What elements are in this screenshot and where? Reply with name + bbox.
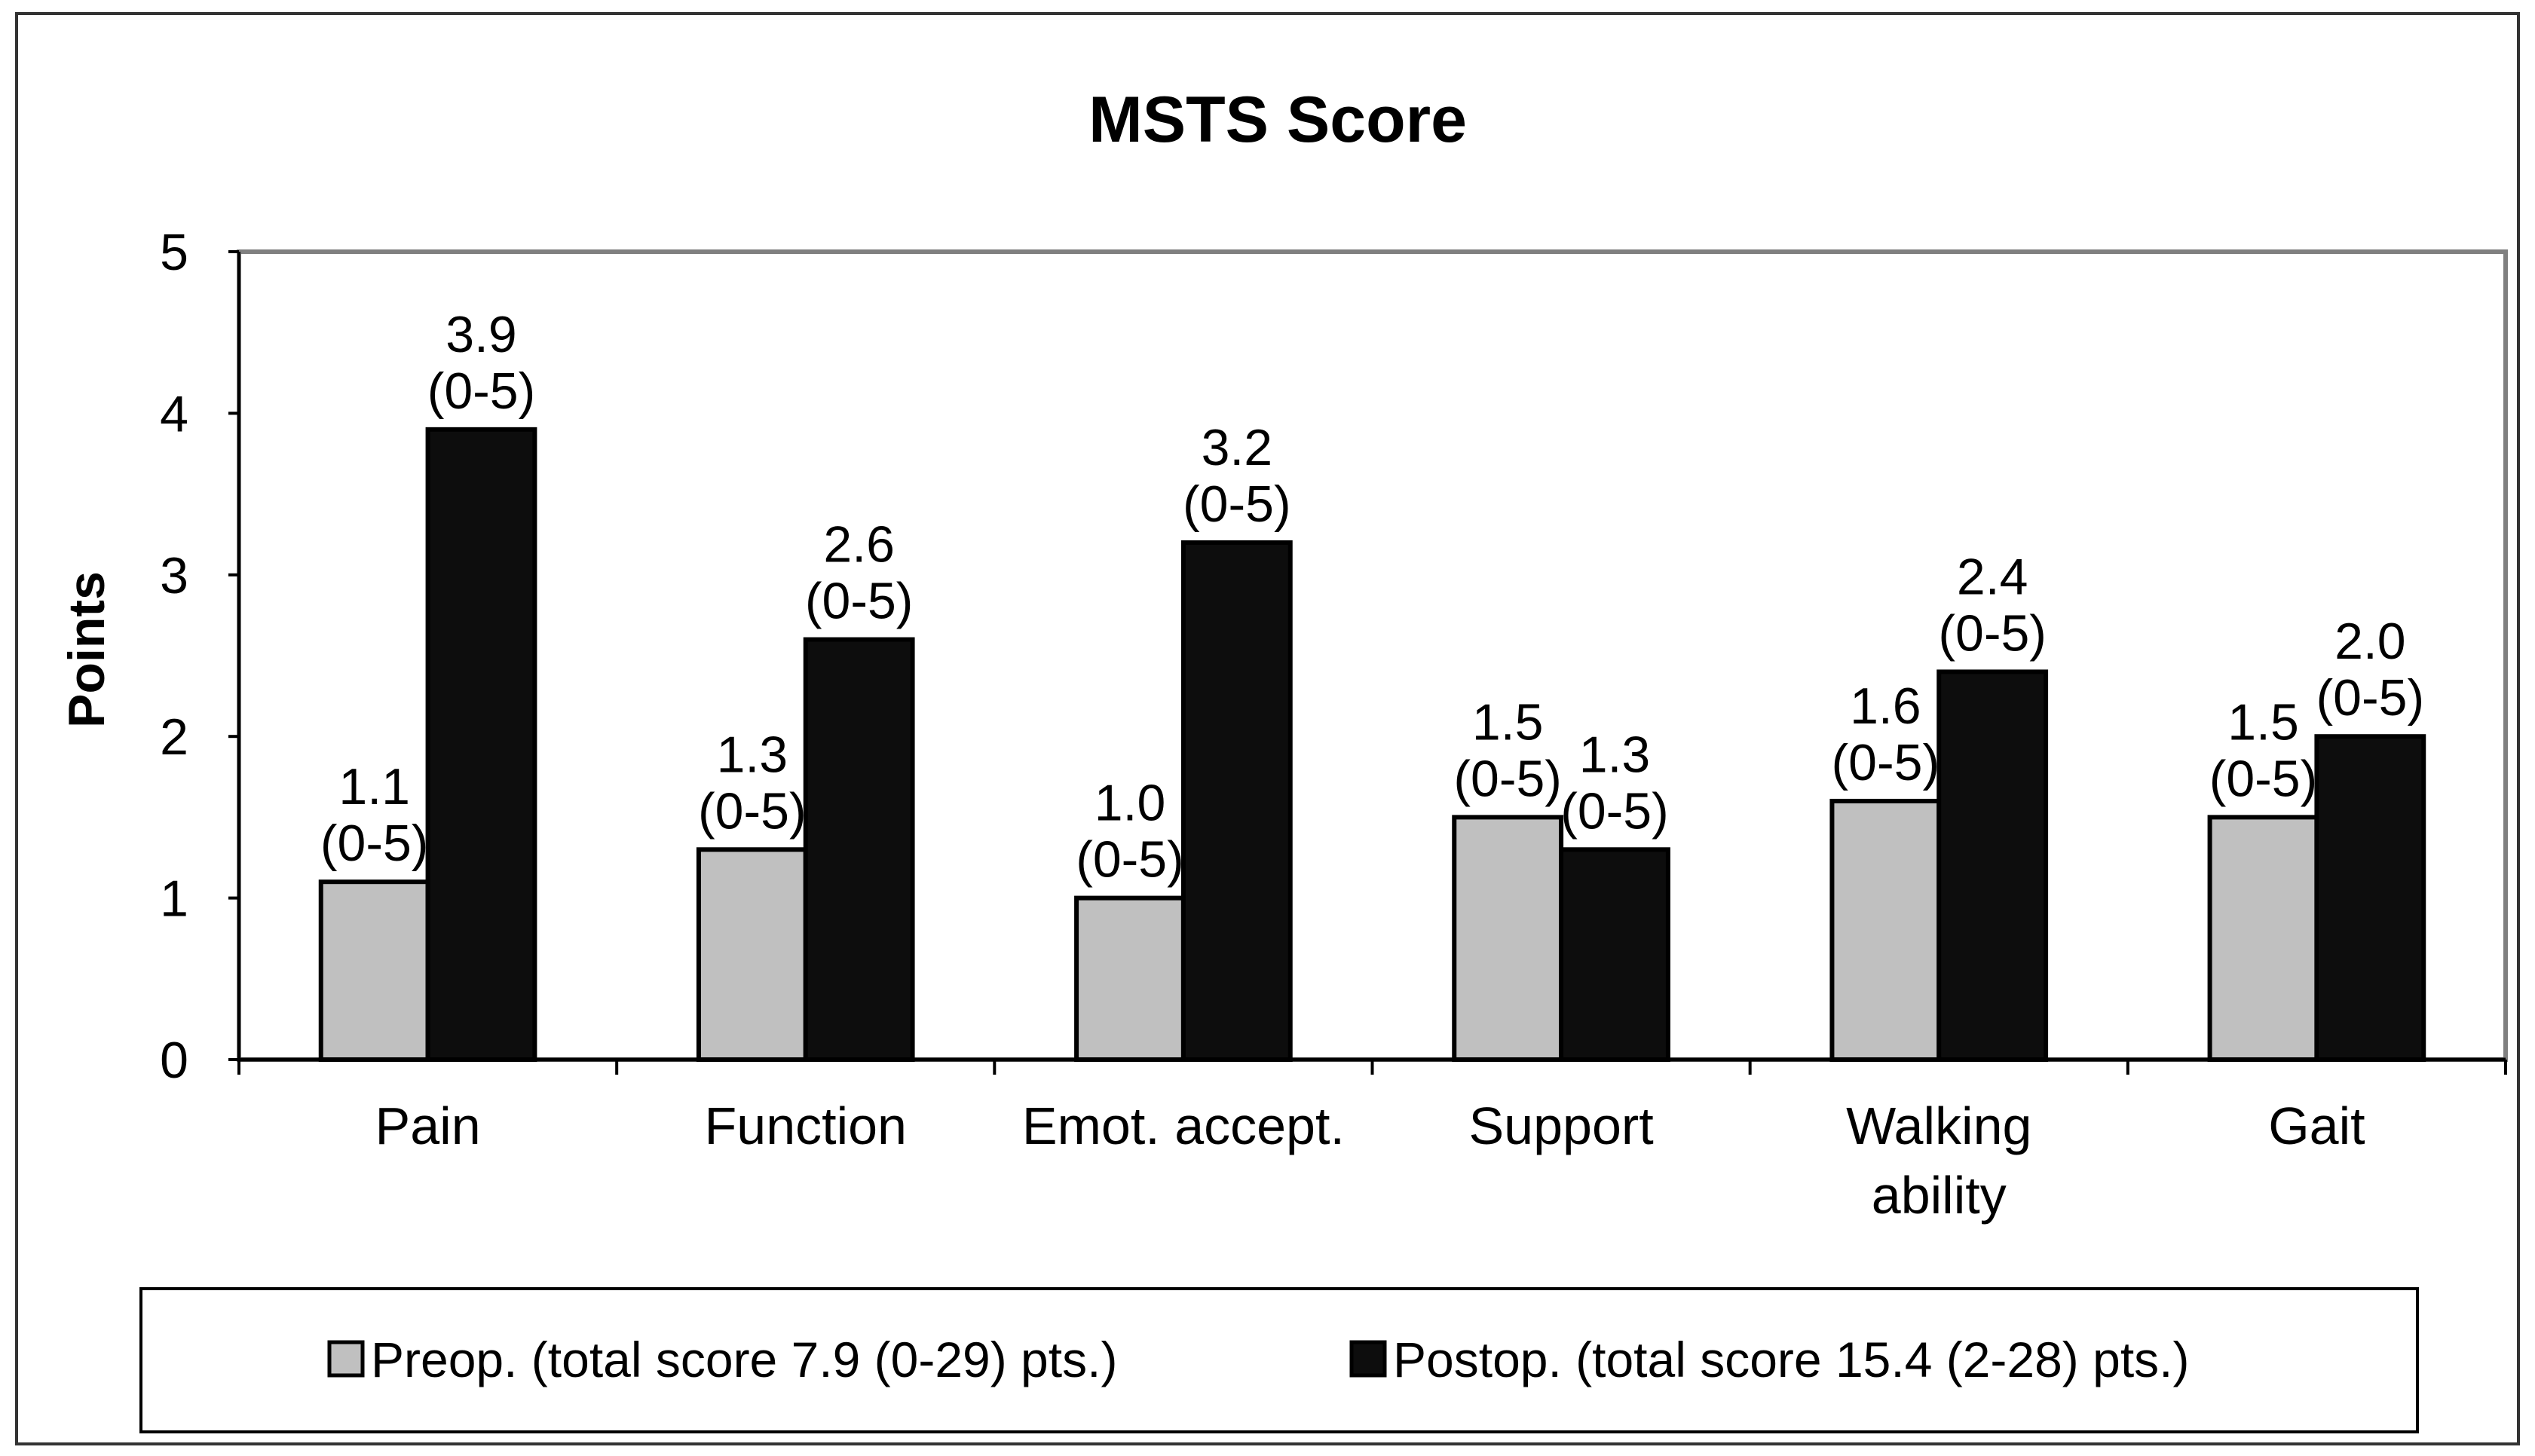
bar-postop (425, 427, 537, 1062)
y-tick-label: 4 (160, 385, 188, 442)
x-category-label: Walking (1846, 1097, 2031, 1155)
data-label-range: (0-5) (805, 573, 914, 630)
data-labels: 1.1(0-5)1.3(0-5) 1.0(0-5)1.5(0-5)1.6(0-5)… (320, 306, 2424, 889)
data-label-range: (0-5) (1183, 476, 1291, 533)
bar-preop (318, 879, 430, 1063)
chart-outer-frame (15, 12, 2520, 1445)
data-label-range: (0-5) (698, 782, 807, 840)
x-category-label: ability (1872, 1166, 2007, 1225)
data-label-value: 1.3 (1579, 726, 1651, 783)
legend: Preop. (total score 7.9 (0-29) pts.) Pos… (139, 1287, 2419, 1433)
y-tick-label: 1 (160, 870, 188, 928)
chart-title: MSTS Score (1088, 84, 1467, 156)
legend-swatch-preop (327, 1340, 365, 1378)
data-label-range: (0-5) (1076, 831, 1184, 889)
bars (318, 427, 2426, 1063)
y-tick-label: 0 (160, 1032, 188, 1089)
bar-postop (2314, 734, 2426, 1062)
data-label-value: 1.1 (338, 758, 410, 815)
x-category-label: Pain (375, 1097, 481, 1155)
x-category-label: Function (705, 1097, 907, 1155)
data-label-value: 1.3 (717, 726, 788, 783)
bar-postop (803, 637, 915, 1062)
bar-preop (1074, 895, 1186, 1062)
data-label-value: 3.2 (1202, 419, 1273, 476)
bar-postop (1180, 540, 1293, 1062)
data-label-range: (0-5) (1938, 604, 2047, 662)
bar-postop (1559, 847, 1670, 1063)
x-axis: Pain Function Emot. accept. Support Walking a… (237, 1057, 2507, 1225)
data-label-range: (0-5) (2209, 750, 2318, 807)
y-tick-label: 5 (160, 224, 188, 281)
data-label-range: (0-5) (427, 362, 536, 420)
data-label-value: 2.0 (2334, 613, 2406, 670)
data-label-range: (0-5) (2316, 669, 2425, 726)
y-tick-label: 2 (160, 708, 188, 766)
x-category-label: Gait (2268, 1097, 2365, 1155)
data-label-value: 1.0 (1095, 775, 1166, 832)
bar-preop (1452, 815, 1564, 1063)
data-label-value: 2.6 (823, 516, 895, 574)
data-label-value: 1.6 (1850, 678, 1921, 735)
legend-label-preop: Preop. (total score 7.9 (0-29) pts.) (371, 1332, 1117, 1387)
bar-preop (696, 847, 808, 1063)
data-label-value: 2.4 (1957, 548, 2028, 605)
legend-label-postop: Postop. (total score 15.4 (2-28) pts.) (1393, 1332, 2189, 1387)
y-axis: 0 1 2 3 4 5 (160, 224, 240, 1089)
x-category-label: Support (1468, 1097, 1653, 1155)
bar-postop (1936, 669, 2049, 1062)
data-label-value: 1.5 (2227, 693, 2299, 751)
y-tick-label: 3 (160, 547, 188, 604)
x-category-label: Emot. accept. (1022, 1097, 1345, 1155)
data-label-value: 3.9 (445, 306, 517, 363)
legend-swatch-postop (1349, 1340, 1387, 1378)
data-label-value: 1.5 (1472, 693, 1544, 751)
data-label-range: (0-5) (1832, 734, 1940, 791)
data-label-range: (0-5) (1453, 750, 1562, 807)
data-label-range: (0-5) (320, 815, 429, 872)
bar-preop (1829, 798, 1942, 1062)
legend-box (139, 1287, 2419, 1433)
bar-preop (2207, 815, 2319, 1063)
y-axis-label: Points (58, 571, 115, 728)
data-label-range: (0-5) (1560, 782, 1669, 840)
